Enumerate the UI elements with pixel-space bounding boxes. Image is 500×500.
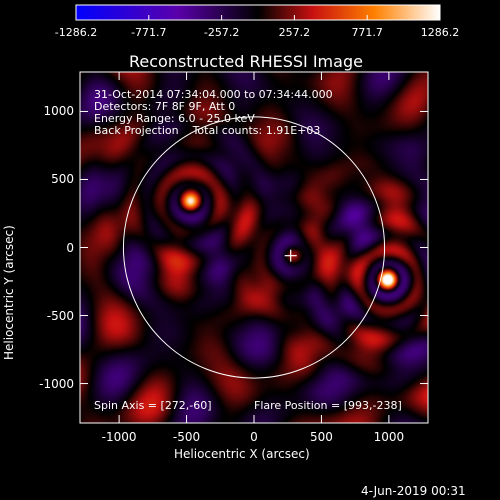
y-tick-label: -1000	[39, 376, 74, 391]
colorbar-ticks	[75, 15, 441, 20]
x-tick-label: -1000	[101, 430, 137, 444]
colorbar-gradient	[75, 4, 441, 21]
colorbar-tick-label: -257.2	[203, 26, 240, 39]
annotation-energy-range: Energy Range: 6.0 - 25.0 keV	[94, 112, 255, 125]
annotation-time-range: 31-Oct-2014 07:34:04.000 to 07:34:44.000	[94, 88, 333, 101]
colorbar-tick-label: -771.7	[131, 26, 167, 39]
chart-title: Reconstructed RHESSI Image	[129, 52, 363, 71]
y-tick-label: -500	[46, 308, 74, 323]
plot-area	[79, 71, 429, 424]
x-axis-label: Heliocentric X (arcsec)	[174, 447, 310, 461]
annotation-method-counts: Back Projection Total counts: 1.91E+03	[94, 124, 321, 137]
y-ticks	[80, 110, 428, 385]
x-tick-label: -500	[172, 430, 201, 444]
colorbar-tick-label: -1286.2	[54, 26, 98, 39]
flare-position-label: Flare Position = [993,-238]	[254, 399, 402, 412]
colorbar-tick-label: 257.2	[278, 26, 311, 39]
spin-axis-cross-marker	[284, 249, 297, 262]
y-tick-label: 500	[51, 172, 74, 187]
solar-limb-circle	[122, 116, 386, 379]
y-axis-label: Heliocentric Y (arcsec)	[2, 225, 16, 360]
heatmap-image	[80, 72, 428, 423]
y-tick-label: 0	[66, 240, 74, 255]
y-tick-label: 1000	[43, 104, 74, 119]
annotation-detectors: Detectors: 7F 8F 9F, Att 0	[94, 100, 236, 113]
colorbar-tick-label: 771.7	[351, 26, 383, 39]
spin-axis-label: Spin Axis = [272,-60]	[94, 399, 212, 412]
x-tick-label: 0	[250, 430, 258, 444]
footer-date: 4-Jun-2019 00:31	[361, 484, 466, 498]
x-ticks	[118, 72, 390, 423]
x-tick-label: 1000	[373, 430, 405, 444]
x-tick-label: 500	[309, 430, 333, 444]
colorbar-tick-label: 1286.2	[420, 26, 460, 39]
colorbar	[75, 4, 441, 21]
